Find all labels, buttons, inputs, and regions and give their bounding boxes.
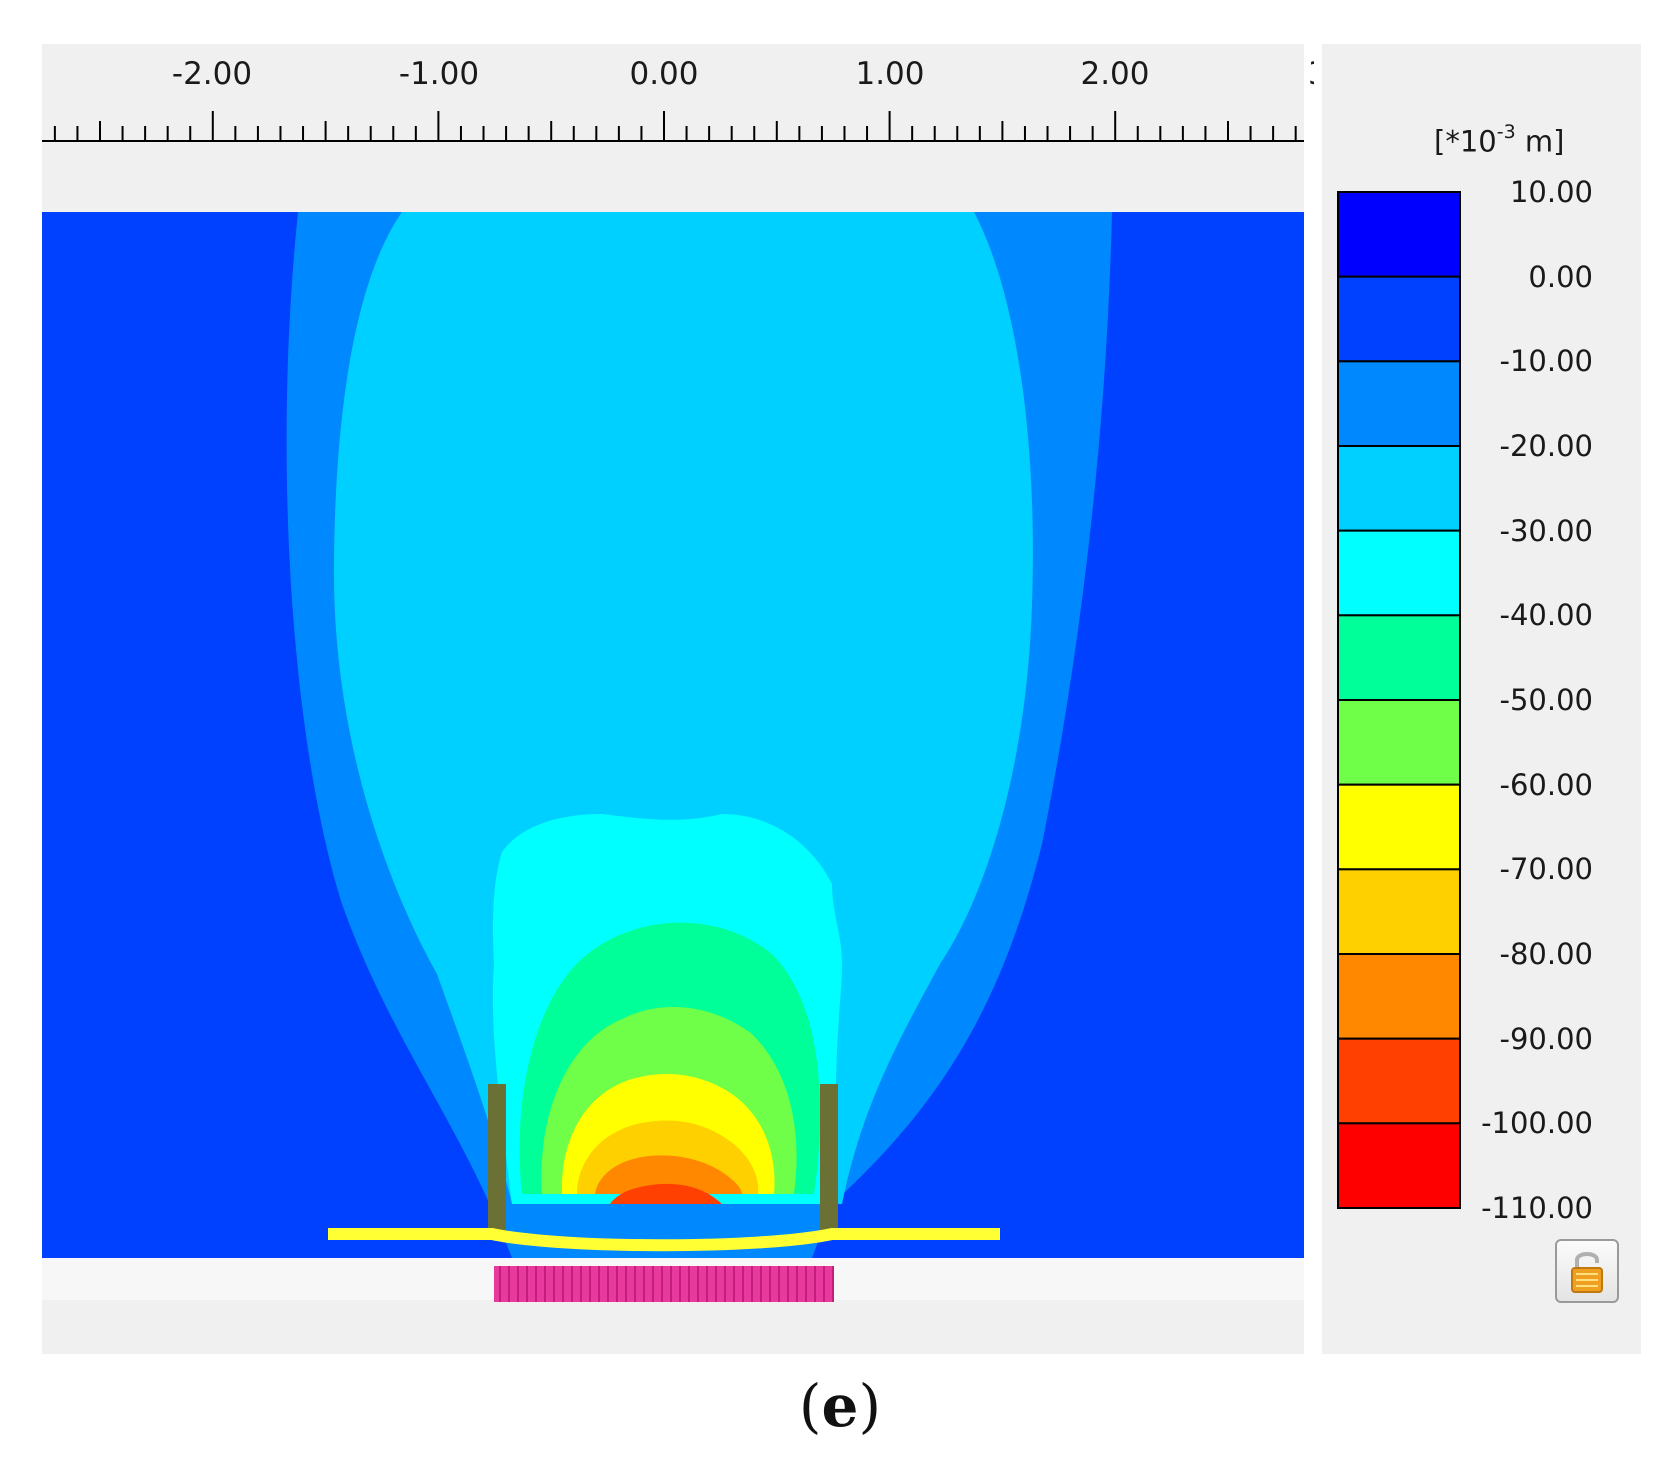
legend-swatch [1337,445,1461,532]
legend-swatch [1337,699,1461,786]
legend-swatch [1337,191,1461,278]
color-legend [1337,191,1461,1210]
legend-swatch [1337,953,1461,1040]
legend-level-label: -100.00 [1481,1106,1593,1141]
legend-panel: [*10-3 m] 10.00 0.00 -10.00 -20.00 -30.00 -40… [1322,44,1641,1354]
legend-level-label: -70.00 [1499,852,1594,887]
ruler-label-clipped: 3 [1308,56,1314,92]
contour-plot [42,212,1304,1302]
ruler-label: 1.00 [855,56,925,92]
legend-level-label: -60.00 [1499,767,1594,802]
legend-swatch [1337,529,1461,617]
legend-swatch [1337,360,1461,448]
lock-button[interactable] [1555,1239,1619,1303]
base-slab-hatching [499,1266,834,1302]
ruler-label: -2.00 [171,56,253,92]
legend-level-label: -90.00 [1499,1021,1594,1056]
legend-level-label: -40.00 [1499,598,1594,633]
ruler-label: -1.00 [398,56,480,92]
ruler-label: 2.00 [1080,56,1150,92]
legend-unit: [*10-3 m] [1434,121,1565,159]
legend-bands [1337,191,1461,1210]
legend-swatch [1337,783,1461,871]
legend-swatch [1337,275,1461,363]
legend-level-label: 10.00 [1509,175,1593,209]
figure-caption: (e) [798,1372,882,1440]
legend-level-label: -50.00 [1499,683,1594,717]
left-wall [488,1084,506,1234]
ruler-label: 0.00 [629,56,699,92]
legend-level-label: -30.00 [1499,513,1594,548]
contour-band-80-90 [595,1155,742,1194]
contour-band-90-100 [610,1183,722,1204]
legend-level-label: -10.00 [1499,344,1594,379]
plot-panel: -2.00 -1.00 0.00 1.00 2.00 3 [42,44,1314,1354]
legend-level-label: -80.00 [1499,937,1594,971]
legend-level-label: 0.00 [1528,259,1593,294]
legend-swatch [1337,868,1461,955]
ruler-ticks [53,111,1297,141]
legend-level-label: -110.00 [1481,1191,1593,1225]
legend-swatch [1337,614,1461,701]
ground-beam [328,1228,1000,1252]
lock-icon [1571,1252,1603,1293]
base-slab-front [494,1266,834,1302]
legend-level-label: -20.00 [1499,429,1594,463]
horizontal-ruler [42,44,1304,214]
legend-swatch [1337,1122,1461,1210]
legend-swatch [1337,1037,1461,1125]
right-wall [820,1084,838,1234]
